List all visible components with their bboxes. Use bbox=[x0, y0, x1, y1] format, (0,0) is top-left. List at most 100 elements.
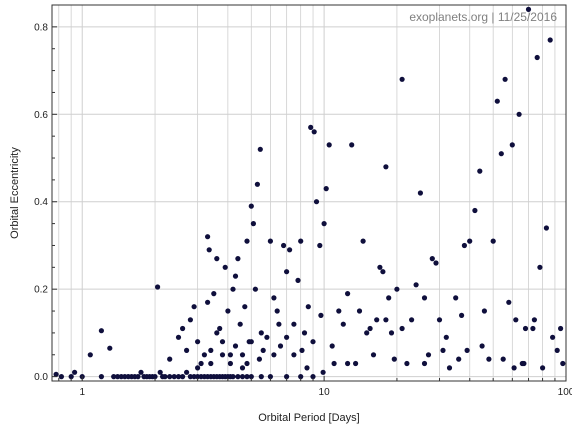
x-tick-label: 100 bbox=[558, 387, 572, 398]
data-point bbox=[453, 295, 459, 301]
data-point bbox=[167, 374, 173, 380]
data-point bbox=[370, 352, 377, 358]
data-point bbox=[171, 374, 177, 380]
data-point bbox=[540, 365, 546, 371]
data-point bbox=[313, 199, 320, 205]
data-point bbox=[486, 356, 492, 362]
y-tick-label: 0.2 bbox=[34, 285, 48, 296]
data-point bbox=[345, 291, 351, 297]
data-point bbox=[219, 352, 226, 358]
data-point bbox=[513, 317, 519, 323]
data-point bbox=[53, 371, 59, 377]
data-point bbox=[374, 317, 380, 323]
data-point bbox=[271, 352, 277, 358]
data-point bbox=[461, 242, 467, 249]
data-point bbox=[388, 330, 395, 336]
data-point bbox=[217, 325, 223, 332]
data-point bbox=[291, 352, 297, 358]
data-point bbox=[250, 221, 256, 227]
data-point bbox=[550, 334, 556, 340]
data-point bbox=[409, 317, 415, 323]
data-point bbox=[543, 225, 550, 231]
y-axis-label: Orbital Eccentricity bbox=[9, 147, 21, 239]
data-point bbox=[248, 374, 254, 380]
source-annotation: exoplanets.org | 11/25/2016 bbox=[409, 10, 557, 24]
data-point bbox=[413, 282, 419, 288]
data-point bbox=[295, 277, 301, 283]
data-point bbox=[205, 234, 211, 240]
data-point bbox=[184, 369, 190, 375]
data-point bbox=[436, 317, 443, 323]
x-axis-label: Orbital Period [Days] bbox=[258, 412, 359, 424]
data-point bbox=[219, 339, 226, 345]
data-point bbox=[298, 238, 304, 244]
data-point bbox=[138, 369, 144, 375]
data-point bbox=[356, 308, 363, 314]
data-point bbox=[349, 142, 355, 148]
data-point bbox=[214, 330, 220, 336]
data-point bbox=[440, 347, 446, 353]
data-point bbox=[417, 190, 423, 196]
data-point bbox=[227, 360, 233, 367]
data-point bbox=[284, 374, 290, 380]
data-point bbox=[308, 124, 314, 130]
data-point bbox=[353, 360, 359, 367]
data-point bbox=[443, 334, 449, 340]
data-point bbox=[225, 308, 231, 314]
data-point bbox=[208, 347, 214, 353]
data-point bbox=[244, 374, 250, 380]
data-point bbox=[205, 299, 211, 305]
data-point bbox=[304, 365, 310, 371]
data-point bbox=[467, 238, 473, 244]
x-tick-label: 10 bbox=[319, 387, 331, 398]
y-tick-label: 0.4 bbox=[34, 197, 48, 208]
data-point bbox=[258, 374, 264, 380]
data-point bbox=[547, 37, 553, 43]
data-point bbox=[180, 374, 186, 380]
data-point bbox=[554, 347, 560, 353]
data-point bbox=[516, 111, 522, 117]
data-point bbox=[506, 299, 512, 305]
data-point bbox=[530, 325, 536, 332]
data-point bbox=[227, 352, 233, 358]
data-point bbox=[345, 360, 351, 367]
data-point bbox=[299, 347, 305, 353]
data-point bbox=[98, 374, 104, 380]
data-point bbox=[494, 98, 500, 104]
data-point bbox=[537, 264, 543, 270]
data-point bbox=[377, 264, 383, 270]
data-point bbox=[244, 360, 250, 367]
data-point bbox=[258, 330, 264, 336]
data-point bbox=[201, 352, 207, 358]
data-point bbox=[522, 325, 529, 332]
data-point bbox=[421, 360, 428, 367]
data-point bbox=[323, 186, 329, 192]
data-point bbox=[317, 242, 323, 249]
data-point bbox=[230, 374, 236, 380]
data-point bbox=[254, 181, 260, 187]
data-point bbox=[180, 325, 186, 332]
data-point bbox=[511, 365, 517, 371]
data-point bbox=[230, 286, 236, 292]
data-point bbox=[257, 146, 263, 152]
data-point bbox=[446, 365, 453, 371]
data-point bbox=[107, 345, 113, 351]
data-point bbox=[260, 347, 266, 353]
data-point bbox=[404, 360, 410, 367]
data-point bbox=[281, 242, 287, 249]
data-point bbox=[214, 256, 220, 262]
data-point bbox=[211, 291, 217, 297]
data-point bbox=[472, 207, 478, 214]
data-point bbox=[490, 238, 496, 244]
data-point bbox=[301, 330, 308, 336]
data-point bbox=[425, 352, 432, 358]
data-point bbox=[239, 352, 246, 358]
data-point bbox=[456, 356, 462, 362]
data-point bbox=[310, 339, 316, 345]
data-point bbox=[500, 356, 506, 362]
data-point bbox=[383, 164, 389, 170]
data-point bbox=[399, 325, 405, 332]
data-point bbox=[277, 343, 284, 349]
data-point bbox=[198, 360, 204, 367]
data-point bbox=[152, 374, 158, 380]
